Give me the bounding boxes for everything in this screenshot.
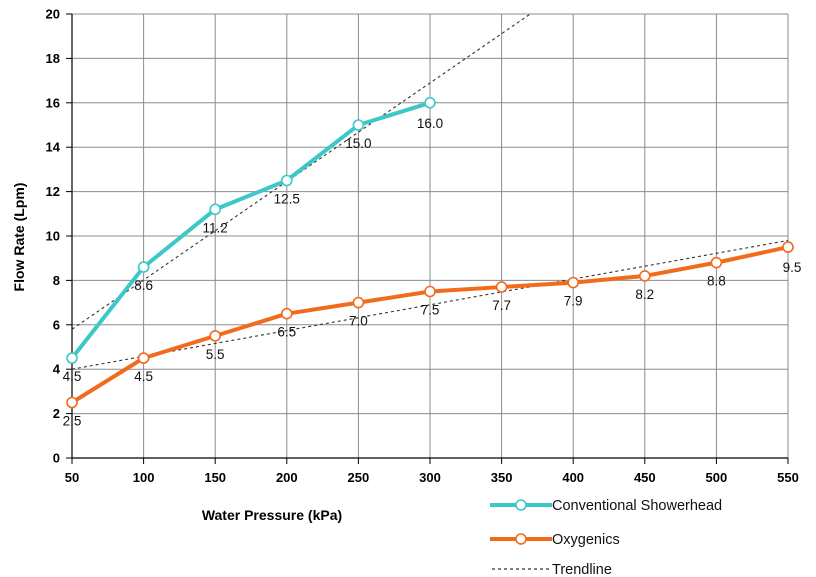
legend-item-trendline: Trendline	[492, 562, 612, 577]
point-conventional	[424, 97, 436, 109]
legend-label-oxygenics: Oxygenics	[552, 532, 620, 548]
point-oxygenics	[280, 307, 293, 320]
point-oxygenics	[137, 352, 150, 364]
x-tick-label: 500	[706, 470, 728, 485]
point-conventional	[137, 261, 150, 273]
point-oxygenics	[710, 256, 723, 269]
y-tick-label: 10	[46, 229, 60, 244]
point-conventional	[66, 352, 78, 364]
series-group	[66, 97, 794, 409]
y-tick-labels: 0 2 4 6 8 10 12 14 16 18 20	[46, 7, 61, 466]
legend: Conventional Showerhead Oxygenics Trendl…	[490, 498, 722, 577]
y-axis-title: Flow Rate (Lpm)	[11, 183, 27, 292]
x-axis-title: Water Pressure (kPa)	[202, 507, 342, 523]
legend-item-oxygenics: Oxygenics	[490, 532, 620, 548]
data-label-oxygenics: 7.7	[492, 298, 511, 313]
data-labels: 4.5 8.6 11.2 12.5 15.0 16.0 2.5 4.5 5.5 6.5 7.0 7.5…	[63, 116, 802, 429]
point-oxygenics	[424, 285, 436, 298]
x-tick-label: 100	[133, 470, 155, 485]
point-conventional	[352, 119, 365, 131]
point-conventional	[280, 174, 293, 187]
x-tick-label: 150	[204, 470, 226, 485]
data-label-oxygenics: 5.5	[206, 347, 225, 362]
y-tick-label: 12	[46, 184, 60, 199]
y-tick-label: 2	[53, 406, 60, 421]
y-tick-label: 4	[53, 362, 61, 377]
data-label-oxygenics: 4.5	[134, 369, 153, 384]
y-tick-label: 6	[53, 317, 60, 332]
data-label-oxygenics: 7.5	[421, 303, 440, 318]
point-oxygenics	[782, 241, 794, 253]
point-oxygenics	[495, 281, 508, 293]
y-tick-label: 16	[46, 95, 60, 110]
series-line-conventional	[70, 100, 431, 360]
x-tick-label: 50	[65, 470, 79, 485]
x-tick-label: 400	[562, 470, 584, 485]
data-label-conventional: 11.2	[203, 220, 228, 235]
x-tick-labels: 50 100 150 200 250 300 350 400 450 500 550	[65, 470, 799, 485]
x-tick-label: 350	[491, 470, 513, 485]
legend-label-conventional: Conventional Showerhead	[552, 498, 722, 514]
data-label-oxygenics: 2.5	[63, 414, 82, 429]
axes	[66, 13, 789, 464]
data-label-conventional: 8.6	[134, 278, 153, 293]
x-tick-label: 250	[348, 470, 370, 485]
y-tick-label: 14	[46, 140, 61, 155]
point-oxygenics	[567, 276, 580, 289]
data-label-conventional: 15.0	[345, 136, 371, 151]
trendline-oxygenics	[71, 239, 789, 370]
point-oxygenics	[209, 330, 221, 342]
data-label-oxygenics: 7.0	[349, 314, 368, 329]
y-tick-label: 18	[46, 51, 60, 66]
y-tick-label: 8	[53, 273, 60, 288]
y-tick-label: 20	[46, 7, 60, 22]
data-label-oxygenics: 8.8	[707, 274, 726, 289]
point-conventional	[209, 203, 221, 216]
point-oxygenics	[638, 270, 651, 282]
legend-marker-conventional	[515, 499, 527, 511]
data-label-conventional: 12.5	[274, 192, 300, 207]
data-label-oxygenics: 9.5	[783, 260, 802, 275]
data-label-oxygenics: 7.9	[564, 294, 583, 309]
legend-item-conventional: Conventional Showerhead	[490, 498, 722, 514]
point-oxygenics	[352, 296, 365, 309]
data-label-oxygenics: 6.5	[277, 325, 296, 340]
x-tick-label: 200	[276, 470, 298, 485]
y-tick-label: 0	[53, 451, 60, 466]
data-label-conventional: 16.0	[417, 116, 443, 131]
x-tick-label: 450	[634, 470, 656, 485]
x-tick-label: 550	[777, 470, 799, 485]
data-label-oxygenics: 8.2	[635, 287, 654, 302]
legend-marker-oxygenics	[515, 533, 527, 545]
point-oxygenics	[66, 396, 78, 409]
legend-label-trendline: Trendline	[552, 562, 612, 577]
data-label-conventional: 4.5	[63, 369, 82, 384]
x-tick-label: 300	[419, 470, 441, 485]
